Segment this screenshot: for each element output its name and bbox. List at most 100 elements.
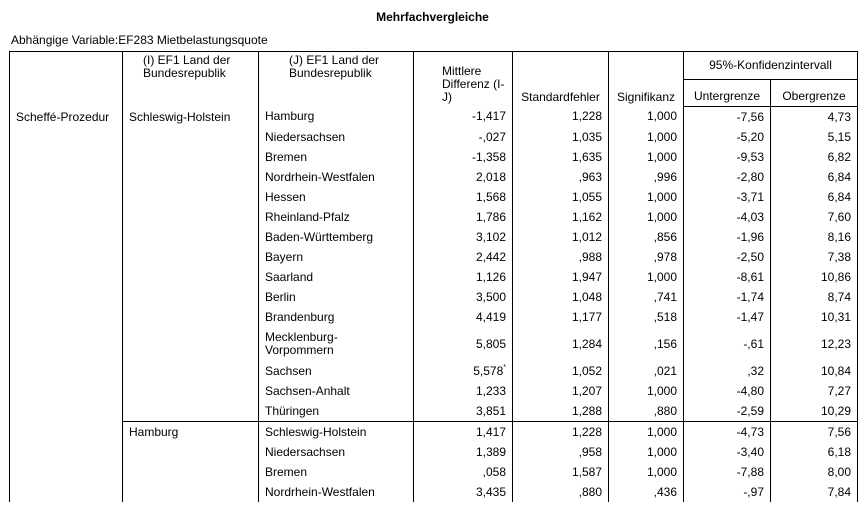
- value-cell: 12,23: [770, 327, 858, 361]
- value-cell: 6,18: [770, 442, 858, 462]
- header-cell: (I) EF1 Land der Bundesrepublik: [122, 51, 259, 107]
- value-lower: -4,80: [736, 383, 764, 398]
- compare-cell: Niedersachsen: [258, 127, 414, 147]
- value-upper: 7,38: [827, 249, 851, 264]
- compare-cell: Nordrhein-Westfalen: [258, 167, 414, 187]
- value-cell: 1,000: [608, 147, 684, 167]
- value-diff: -1,358: [471, 149, 506, 164]
- value-cell: 1,233: [413, 381, 513, 401]
- value-cell: 6,84: [770, 187, 858, 207]
- value-cell: ,880: [608, 401, 684, 422]
- value-cell: 1,587: [512, 462, 609, 482]
- value-sig: 1,000: [646, 269, 677, 284]
- value-cell: -2,59: [683, 401, 771, 422]
- value-cell: 4,73: [770, 106, 858, 127]
- header-text: Obergrenze: [782, 89, 846, 103]
- value-cell: 8,74: [770, 287, 858, 307]
- value-cell: 1,126: [413, 267, 513, 287]
- header-empty: [10, 52, 123, 107]
- compare-label: Bremen: [265, 464, 308, 479]
- value-se: 1,635: [571, 149, 602, 164]
- value-cell: 1,228: [512, 421, 609, 442]
- value-se: 1,228: [571, 109, 602, 124]
- value-cell: 3,435: [413, 482, 513, 502]
- value-se: 1,055: [571, 189, 602, 204]
- value-cell: 6,82: [770, 147, 858, 167]
- header-cell: Standardfehler: [512, 51, 609, 107]
- header-text: (I) EF1 Land der Bundesrepublik: [143, 53, 231, 80]
- value-sig: 1,000: [646, 209, 677, 224]
- compare-label: Sachsen-Anhalt: [265, 383, 350, 398]
- compare-label: Bayern: [265, 249, 304, 264]
- header-text: Mittlere Differenz (I-J): [442, 63, 505, 104]
- value-lower: -,97: [743, 484, 764, 499]
- compare-label: Hamburg: [265, 109, 315, 124]
- value-sig: 1,000: [646, 424, 677, 439]
- value-lower: -3,71: [736, 189, 764, 204]
- compare-cell: Baden-Württemberg: [258, 227, 414, 247]
- value-lower: -2,59: [736, 403, 764, 418]
- value-sig: 1,000: [646, 149, 677, 164]
- value-cell: ,32: [683, 361, 771, 381]
- value-cell: 3,851: [413, 401, 513, 422]
- compare-label: Schleswig-Holstein: [265, 424, 367, 439]
- value-cell: 2,018: [413, 167, 513, 187]
- table-row: Baden-Württemberg 3,102 1,012 ,856 -1,96 8,16: [10, 227, 858, 247]
- value-cell: 10,31: [770, 307, 858, 327]
- value-cell: ,741: [608, 287, 684, 307]
- value-diff: 4,419: [475, 309, 506, 324]
- value-lower: -1,74: [736, 289, 764, 304]
- compare-cell: Berlin: [258, 287, 414, 307]
- value-cell: 7,56: [770, 421, 858, 442]
- header-text: Standardfehler: [521, 89, 600, 104]
- compare-label: Sachsen: [265, 363, 312, 378]
- value-cell: 1,035: [512, 127, 609, 147]
- value-cell: ,518: [608, 307, 684, 327]
- value-cell: ,958: [512, 442, 609, 462]
- value-cell: -1,417: [413, 106, 513, 127]
- table-row: Nordrhein-Westfalen 3,435 ,880 ,436 -,97 7,84: [10, 482, 858, 502]
- value-upper: 6,84: [827, 169, 851, 184]
- value-lower: -8,61: [736, 269, 764, 284]
- value-cell: ,978: [608, 247, 684, 267]
- title: Mehrfachvergleiche: [376, 10, 489, 24]
- value-cell: 1,055: [512, 187, 609, 207]
- significance-mark: *: [503, 363, 506, 371]
- value-se: 1,048: [571, 289, 602, 304]
- value-se: 1,052: [571, 363, 602, 378]
- value-cell: -3,40: [683, 442, 771, 462]
- value-upper: 8,00: [827, 464, 851, 479]
- value-cell: -,97: [683, 482, 771, 502]
- value-lower: -2,50: [736, 249, 764, 264]
- value-cell: ,988: [512, 247, 609, 267]
- results-table: (I) EF1 Land der Bundesrepublik (J) EF1 …: [9, 51, 858, 502]
- value-cell: 1,207: [512, 381, 609, 401]
- value-lower: -1,96: [736, 229, 764, 244]
- compare-cell: Mecklenburg-Vorpommern: [258, 327, 414, 361]
- value-sig: 1,000: [646, 129, 677, 144]
- table-row: Scheffé-Prozedur Schleswig-Holstein Hambur…: [10, 106, 858, 422]
- value-cell: 3,102: [413, 227, 513, 247]
- value-cell: 3,500: [413, 287, 513, 307]
- value-cell: 1,000: [608, 421, 684, 442]
- value-sig: 1,000: [646, 109, 677, 124]
- value-cell: 1,947: [512, 267, 609, 287]
- header-text: Signifikanz: [616, 89, 676, 104]
- value-cell: -4,80: [683, 381, 771, 401]
- value-upper: 7,56: [827, 424, 851, 439]
- value-sig: ,021: [653, 363, 677, 378]
- value-cell: 1,012: [512, 227, 609, 247]
- value-sig: ,741: [653, 289, 677, 304]
- compare-label: Mecklenburg-Vorpommern: [265, 330, 338, 357]
- value-cell: 10,86: [770, 267, 858, 287]
- value-cell: 1,000: [608, 106, 684, 127]
- compare-cell: Schleswig-Holstein: [258, 421, 414, 442]
- value-lower: -,61: [743, 336, 764, 351]
- group-label: Hamburg: [129, 425, 179, 439]
- compare-cell: Brandenburg: [258, 307, 414, 327]
- header-cell: Mittlere Differenz (I-J): [413, 51, 513, 107]
- compare-cell: Sachsen: [258, 361, 414, 381]
- value-cell: 1,417: [413, 421, 513, 442]
- value-cell: 1,000: [608, 267, 684, 287]
- value-upper: 12,23: [820, 336, 851, 351]
